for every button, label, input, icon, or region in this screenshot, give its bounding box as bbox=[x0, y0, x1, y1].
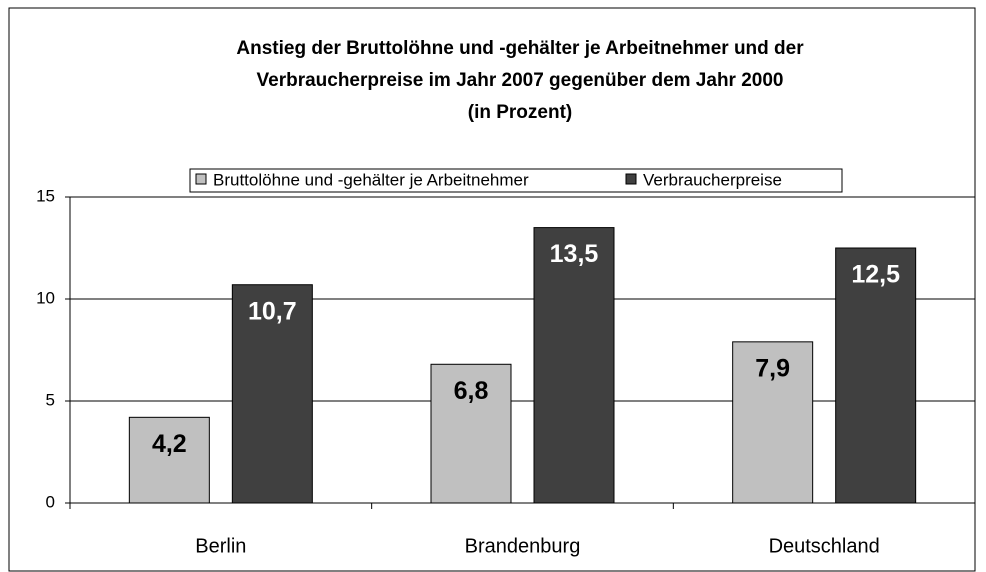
legend-swatch bbox=[195, 173, 207, 185]
bar bbox=[430, 363, 512, 504]
data-label: 4,2 bbox=[152, 430, 187, 458]
chart-title: (in Prozent) bbox=[468, 102, 573, 123]
bar bbox=[231, 284, 313, 504]
x-tick-label: Brandenburg bbox=[465, 535, 581, 557]
y-tick-label: 5 bbox=[46, 390, 55, 409]
y-tick-label: 15 bbox=[36, 186, 55, 205]
legend-label: Verbraucherpreise bbox=[643, 170, 782, 189]
chart-title: Verbraucherpreise im Jahr 2007 gegenüber… bbox=[257, 70, 784, 91]
chart-title: Anstieg der Bruttolöhne und -gehälter je… bbox=[236, 38, 804, 59]
data-label: 6,8 bbox=[454, 377, 489, 405]
bar bbox=[128, 416, 210, 504]
x-tick-label: Deutschland bbox=[769, 535, 880, 557]
x-tick-label: Berlin bbox=[195, 535, 246, 557]
y-tick-label: 0 bbox=[46, 492, 55, 511]
data-label: 10,7 bbox=[248, 297, 297, 325]
bar bbox=[835, 247, 917, 504]
y-tick-label: 10 bbox=[36, 288, 55, 307]
data-label: 12,5 bbox=[851, 261, 900, 289]
data-label: 13,5 bbox=[550, 240, 599, 268]
legend-swatch bbox=[625, 173, 637, 185]
bar bbox=[533, 227, 615, 504]
legend-box bbox=[189, 168, 843, 193]
bar bbox=[732, 341, 814, 504]
data-label: 7,9 bbox=[755, 354, 790, 382]
legend-label: Bruttolöhne und -gehälter je Arbeitnehme… bbox=[213, 170, 529, 189]
